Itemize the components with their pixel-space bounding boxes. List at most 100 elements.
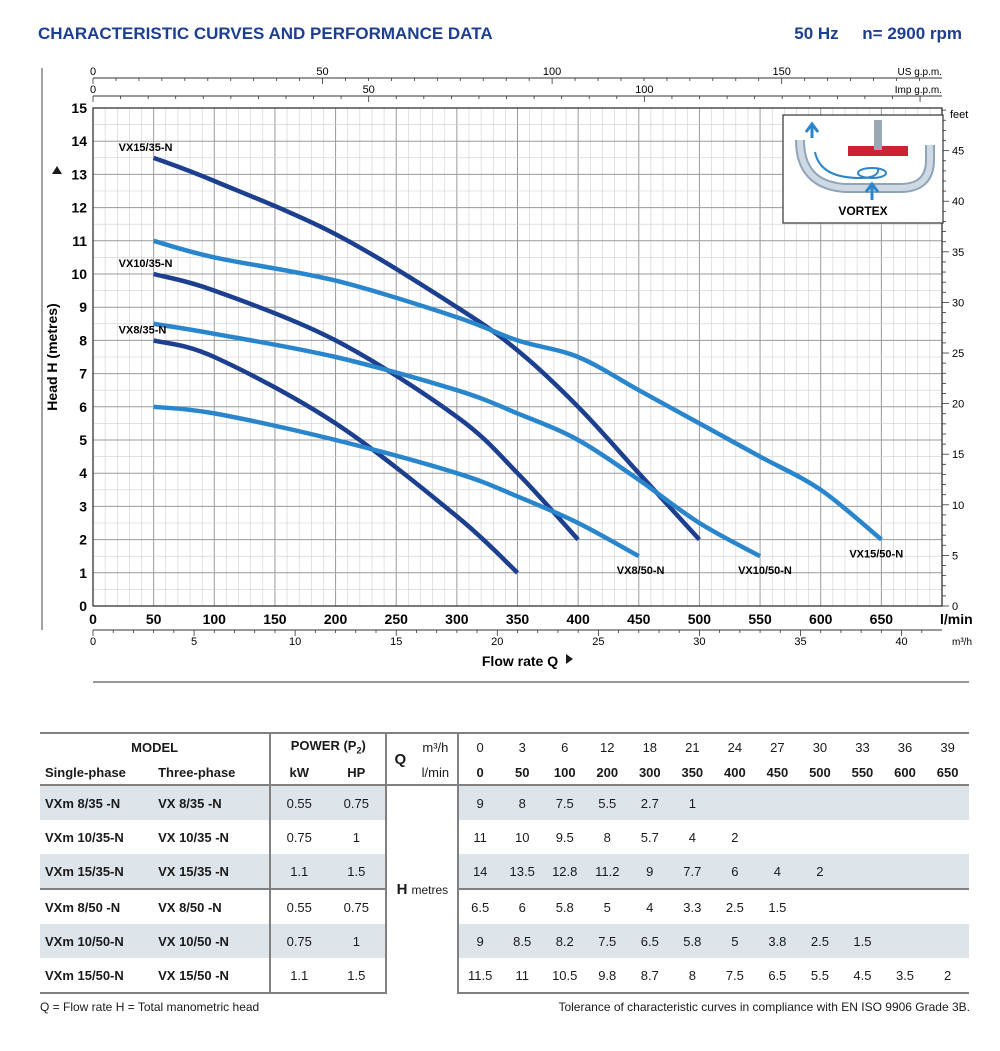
head-value-cell: 1.5 (841, 924, 884, 958)
power-kw: 0.55 (270, 888, 328, 924)
head-value-cell: 3.3 (671, 888, 714, 924)
head-value-cell: 9 (458, 784, 501, 820)
head-value-cell: 7.5 (543, 784, 586, 820)
m3h-tick-label: 20 (491, 636, 503, 648)
x-tick-label: 450 (627, 611, 651, 627)
series-label: VX15/35-N (119, 142, 173, 154)
three-phase-model: VX 10/35 -N (153, 820, 272, 854)
single-phase-model: VXm 15/50-N (40, 958, 154, 994)
x-tick-label: 150 (263, 611, 287, 627)
series-label: VX15/50-N (849, 549, 903, 561)
y-tick-label: 6 (79, 399, 87, 415)
series-label: VX8/50-N (617, 565, 665, 577)
power-hp: 1.5 (327, 958, 388, 994)
power-header: POWER (P2) (270, 732, 388, 760)
plot-frame (92, 107, 943, 607)
series-label: VX8/35-N (119, 324, 167, 336)
feet-tick-label: 5 (952, 550, 958, 562)
m3h-tick-label: 35 (794, 636, 806, 648)
head-value-cell: 1.5 (756, 888, 799, 924)
y-tick-label: 0 (79, 598, 87, 614)
head-value-cell: 5 (586, 888, 629, 924)
feet-tick-label: 35 (952, 247, 964, 259)
power-kw: 0.75 (270, 924, 328, 958)
head-value-cell (756, 820, 799, 854)
m3h-cell: 18 (628, 732, 672, 760)
table-row: VXm 15/50-N VX 15/50 -N 1.1 1.5 11.5 11 10.5 9.… (40, 958, 969, 994)
y-tick-label: 13 (71, 166, 87, 182)
lmin-cell: 550 (851, 764, 874, 780)
usgpm-tick-label: 50 (316, 66, 328, 78)
m3h-cell: 0 (458, 732, 501, 760)
head-value-cell: 2 (926, 958, 969, 994)
head-value-cell: 10.5 (543, 958, 586, 994)
m3h-tick-label: 40 (895, 636, 907, 648)
usgpm-unit-label: US g.p.m. (898, 67, 942, 78)
metres-label: metres (411, 883, 449, 897)
feet-tick-label: 45 (952, 146, 964, 158)
y-tick-label: 3 (79, 498, 87, 514)
head-value-cell: 1 (671, 784, 714, 820)
m3h-cell: 39 (926, 732, 969, 760)
power-hp: 1.5 (327, 854, 388, 889)
single-phase-model: VXm 10/35-N (45, 829, 124, 845)
series-label: VX10/50-N (738, 565, 792, 577)
curve-vx15-50-n (153, 238, 883, 542)
lmin-cell: 400 (724, 764, 746, 780)
head-value-cell: 4 (688, 829, 696, 845)
performance-data-table: MODEL POWER (P2) Q m³/h 0 3 6 12 18 21 24 27 30 3… (40, 732, 969, 994)
head-value-cell: 3.5 (883, 958, 927, 994)
single-phase-model: VXm 8/35 -N (40, 784, 154, 820)
x-tick-label: 200 (324, 611, 348, 627)
head-value-cell: 5 (713, 924, 757, 958)
y-tick-label: 9 (79, 299, 87, 315)
single-phase-model: VXm 10/50-N (40, 924, 154, 958)
table-row: VXm 10/35-N VX 10/35 -N 0.75 1 11 10 9.5 8 5.7 4 2 (40, 820, 969, 854)
performance-table: MODEL POWER (P2) Q m³/h 0 3 6 12 18 21 24 27 30 3… (40, 732, 969, 994)
y-tick-label: 4 (79, 465, 87, 481)
head-value-cell: 3.8 (756, 924, 799, 958)
m3h-cell: 21 (671, 732, 714, 760)
y-axis-title: Head H (metres) (44, 303, 60, 410)
y-tick-label: 7 (79, 366, 87, 382)
m3h-tick-label: 25 (592, 636, 604, 648)
head-value-cell: 6 (500, 888, 544, 924)
outflow-arrow-icon (804, 121, 820, 138)
curve-vx15-35-n (152, 155, 702, 542)
head-value-cell (926, 854, 969, 889)
m3h-cell: 24 (713, 732, 757, 760)
h-label: H (396, 881, 408, 898)
head-value-cell (799, 820, 842, 854)
head-value-cell (926, 784, 969, 820)
head-value-cell (884, 820, 927, 854)
footer-tolerance: Tolerance of characteristic curves in co… (558, 1000, 970, 1014)
shaft-shape (874, 120, 882, 150)
feet-unit-label: feet (950, 109, 968, 121)
series-label: VX10/35-N (119, 258, 173, 270)
three-phase-model: VX 15/35 -N (153, 854, 272, 889)
x-tick-label: 50 (146, 611, 162, 627)
curve-vx10-35-n (153, 271, 580, 542)
y-tick-label: 14 (71, 133, 87, 149)
m3h-cell: 33 (841, 732, 884, 760)
lmin-cell: 50 (514, 764, 530, 780)
lmin-cell: 300 (638, 764, 661, 780)
impgpm-tick-label: 50 (363, 84, 375, 96)
table-row: VXm 10/50-N VX 10/50 -N 0.75 1 9 8.5 8.2 7.5 6.5… (40, 924, 969, 958)
head-value-cell (798, 888, 842, 924)
usgpm-tick-label: 150 (772, 66, 790, 78)
y-tick-label: 8 (79, 332, 87, 348)
head-value-cell (841, 820, 884, 854)
m3h-cell: 36 (883, 732, 927, 760)
y-tick-label: 1 (79, 565, 87, 581)
curve-vx8-35-n (153, 338, 520, 575)
feet-tick-label: 30 (952, 297, 964, 309)
head-value-cell: 7.5 (713, 958, 757, 994)
head-value-cell: 7.7 (671, 854, 714, 889)
feet-tick-label: 25 (952, 348, 964, 360)
head-value-cell: 6.5 (458, 888, 501, 924)
impeller-shape (848, 146, 908, 156)
header: CHARACTERISTIC CURVES AND PERFORMANCE DA… (38, 24, 962, 50)
